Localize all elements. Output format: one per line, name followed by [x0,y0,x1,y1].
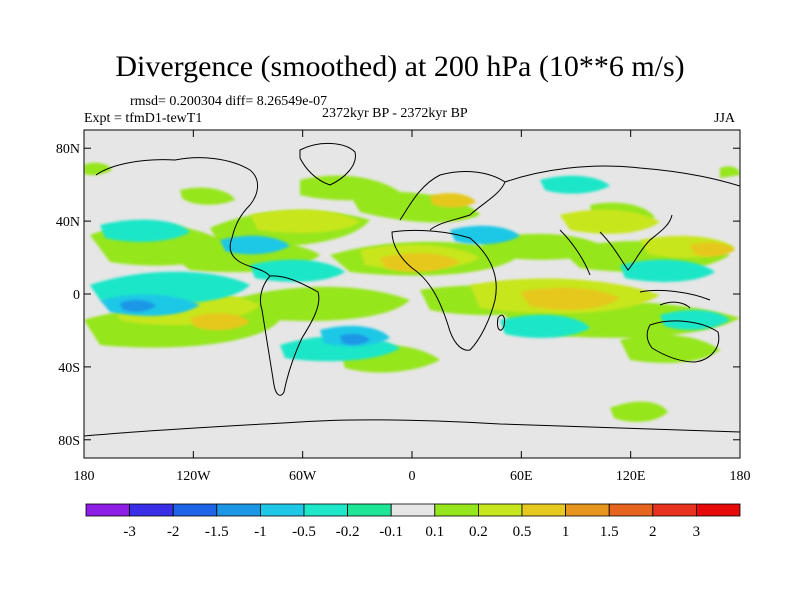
colorbar-swatch [172,503,218,517]
colorbar-label: 1.5 [600,524,619,540]
lon-label: 60W [289,469,317,484]
colorbar-label: 1 [562,524,570,540]
lat-label: 40S [58,361,80,376]
colorbar-swatch [390,503,436,517]
lon-label: 180 [730,469,751,484]
colorbar-label: -0.5 [292,524,316,540]
period-label: 2372kyr BP - 2372kyr BP [322,106,468,121]
lat-label: 0 [73,288,80,303]
colorbar-label: -1.5 [205,524,229,540]
longitude-axis: 180 120W 60W 0 60E 120E 180 [74,130,751,484]
colorbar-swatch [565,503,610,517]
colorbar-label: -0.1 [379,524,403,540]
colorbar-swatch [608,503,654,517]
lat-label: 80N [56,142,80,157]
colorbar-label: -2 [167,524,180,540]
season-label: JJA [714,111,736,126]
colorbar-swatch [434,503,479,517]
lon-label: 120W [176,469,211,484]
colorbar-swatch [696,503,741,517]
coastlines [84,143,740,437]
colorbar-swatch [521,503,566,517]
stats-label: rmsd= 0.200304 diff= 8.26549e-07 [130,94,328,109]
colorbar-swatch [652,503,697,517]
lon-label: 60E [510,469,533,484]
colorbar: -3 -2 -1.5 -1 -0.5 -0.2 -0.1 0.1 0.2 0.5 1 1.5 2 3 [85,503,741,540]
colorbar-label: 3 [693,524,701,540]
colorbar-swatch [347,503,392,517]
experiment-label: Expt = tfmD1-tewT1 [84,111,203,126]
latitude-axis: 80N 40N 0 40S 80S [56,142,740,449]
colorbar-swatch [85,503,130,517]
colorbar-swatch [129,503,174,517]
colorbar-label: -3 [123,524,136,540]
lat-label: 40N [56,215,80,230]
chart-title: Divergence (smoothed) at 200 hPa (10**6 … [115,50,685,83]
colorbar-label: 0.1 [425,524,444,540]
colorbar-label: 0.5 [513,524,532,540]
colorbar-label: -1 [254,524,267,540]
lon-label: 180 [74,469,95,484]
lon-label: 120E [616,469,646,484]
lon-label: 0 [409,469,416,484]
lat-label: 80S [58,434,80,449]
colorbar-swatch [216,503,261,517]
contour-field [84,162,740,422]
colorbar-swatch [477,503,523,517]
colorbar-swatch [259,503,305,517]
colorbar-label: 0.2 [469,524,488,540]
colorbar-label: 2 [649,524,657,540]
colorbar-label: -0.2 [336,524,360,540]
colorbar-swatch [303,503,348,517]
